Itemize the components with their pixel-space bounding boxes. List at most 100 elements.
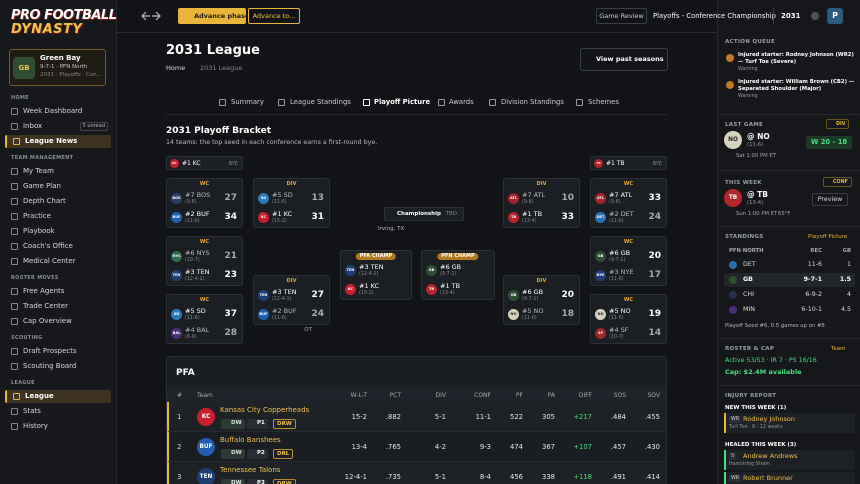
tab[interactable]: Awards: [449, 98, 474, 106]
score: 33: [561, 212, 574, 222]
nav-item[interactable]: Inbox 5 unread: [5, 120, 111, 133]
nav-item[interactable]: Stats: [5, 405, 111, 418]
nav-label: Playbook: [23, 227, 55, 235]
bracket-subtitle: 14 teams: the top seed in each conferenc…: [166, 139, 378, 146]
tab[interactable]: League Standings: [290, 98, 351, 106]
game-review-button[interactable]: Game Review: [596, 8, 647, 24]
nav-item[interactable]: League News: [5, 135, 111, 148]
bracket-game: WC SD #5 SD (11-6) 37 BAL #4 BAL (8-9) 28: [166, 294, 243, 344]
team-record: (13-4): [522, 219, 537, 224]
nav-item[interactable]: Practice: [5, 210, 111, 223]
nav-item[interactable]: Week Dashboard: [5, 105, 111, 118]
nav-item[interactable]: Draft Prospects: [5, 345, 111, 358]
bye-slot: KC #1 KC BYE: [166, 156, 243, 170]
team-logo: KC: [170, 159, 179, 168]
cell: 15-2: [351, 413, 367, 421]
team-logo: ATL: [595, 193, 606, 204]
game-badge: CONF: [823, 177, 852, 187]
avatar[interactable]: P: [827, 8, 843, 24]
bracket-game: WC GB #6 GB (9-7-1) 20 NYE #3 NYE (11-6) 17: [590, 236, 667, 286]
advance-to-button[interactable]: Advance to...: [248, 8, 300, 24]
tag: P1: [247, 419, 268, 429]
score: 10: [561, 193, 574, 203]
nav-label: My Team: [23, 167, 54, 175]
panel-heading: INJURY REPORT: [725, 393, 777, 399]
nav-label: Free Agents: [23, 287, 65, 295]
team-name[interactable]: Buffalo Banshees: [220, 436, 281, 444]
panel-rule: [718, 226, 860, 227]
nav-item[interactable]: My Team: [5, 165, 111, 178]
standings-logo: [729, 291, 737, 299]
score: 34: [224, 212, 237, 222]
team-record: (11-6): [185, 316, 200, 321]
team-logo: TB: [508, 212, 519, 223]
bracket-game: DIV GB #6 GB (9-7-1) 20 NO #5 NO (11-6) 18: [503, 275, 580, 325]
roster-line: Active 53/53 · IR 7 · PS 16/16: [725, 357, 817, 364]
team-logo: KC: [258, 212, 269, 223]
tag: DRW: [273, 419, 296, 429]
nav-item[interactable]: Playbook: [5, 225, 111, 238]
nav-item[interactable]: Depth Chart: [5, 195, 111, 208]
team-name[interactable]: Tennessee Talons: [220, 466, 281, 474]
nav-item[interactable]: History: [5, 420, 111, 433]
panel-rule: [718, 170, 860, 171]
standings-team: DET: [743, 261, 756, 268]
nav-arrows[interactable]: [136, 9, 168, 23]
tag: DW: [221, 479, 245, 484]
team-record: (9-8): [185, 200, 197, 205]
nav-item[interactable]: Trade Center: [5, 300, 111, 313]
player-row: [724, 472, 855, 484]
nav-item[interactable]: Free Agents: [5, 285, 111, 298]
nav-item[interactable]: Medical Center: [5, 255, 111, 268]
nav-item[interactable]: Cap Overview: [5, 315, 111, 328]
tab[interactable]: Summary: [231, 98, 264, 106]
nav-item[interactable]: Game Plan: [5, 180, 111, 193]
championship-label: Championship: [397, 211, 441, 217]
team-logo: TB: [724, 189, 742, 207]
cell: .455: [644, 413, 660, 421]
round-badge: PFN CHAMP: [437, 253, 479, 260]
tab-icon: [576, 99, 583, 106]
bracket-game: DIV TEN #3 TEN (12-4-1) 27 BUF #2 BUF (11-6) 24 O…: [253, 275, 330, 333]
past-seasons-button[interactable]: View past seasons: [580, 48, 668, 71]
column-header: PF: [515, 392, 523, 399]
team-seed: #3 TEN: [185, 268, 210, 276]
ot-marker: OT: [304, 327, 312, 333]
nav-item[interactable]: League: [5, 390, 111, 403]
player-name[interactable]: Robert Brunner: [743, 474, 793, 482]
team-seed: #2 BUF: [185, 210, 210, 218]
nav-label: League: [25, 392, 54, 400]
tab[interactable]: Division Standings: [501, 98, 564, 106]
preview-button[interactable]: Preview: [812, 193, 848, 206]
player-name[interactable]: Rodney Johnson: [743, 415, 795, 423]
team-seed: #5 SD: [272, 191, 293, 199]
championship-status: TBD: [445, 211, 457, 217]
cell: 13-4: [351, 443, 367, 451]
round-badge: DIV: [286, 181, 297, 187]
advance-phase-button[interactable]: Advance phase: [178, 8, 249, 24]
panel-rule: [718, 385, 860, 386]
player-row: [724, 413, 855, 433]
tab[interactable]: Playoff Picture: [374, 98, 431, 106]
roster-link: Team: [831, 346, 846, 352]
page-title: 2031 League: [166, 43, 260, 58]
team-seed: #1 KC: [272, 210, 293, 218]
team-name[interactable]: Kansas City Copperheads: [220, 406, 310, 414]
player-name[interactable]: Andrew Andrews: [743, 452, 798, 460]
nav-item[interactable]: Coach's Office: [5, 240, 111, 253]
team-logo: BOS: [171, 193, 182, 204]
cell: 12-4-1: [344, 473, 367, 481]
column-header: DIFF: [578, 392, 592, 399]
action-text[interactable]: Injured starter: Rodney Johnson (WR2) — …: [738, 52, 854, 65]
cell: 367: [542, 443, 555, 451]
team-seed: #3 TEN: [359, 263, 384, 271]
action-text[interactable]: Injured starter: William Brown (CB2) — S…: [738, 79, 855, 92]
tab[interactable]: Schemes: [588, 98, 619, 106]
nav-item[interactable]: Scouting Board: [5, 360, 111, 373]
score: 28: [224, 328, 237, 338]
cell: +118: [573, 473, 592, 481]
nav-icon: [11, 123, 18, 130]
injury-group-title: NEW THIS WEEK (1): [725, 405, 787, 411]
standings-logo: [729, 276, 737, 284]
team-logo: NO: [595, 309, 606, 320]
